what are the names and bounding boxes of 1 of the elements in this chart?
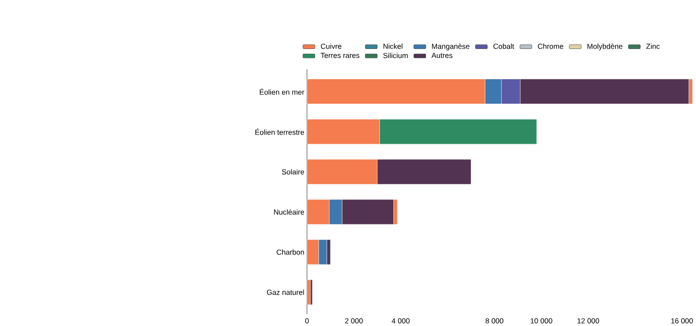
bar <box>306 280 311 305</box>
